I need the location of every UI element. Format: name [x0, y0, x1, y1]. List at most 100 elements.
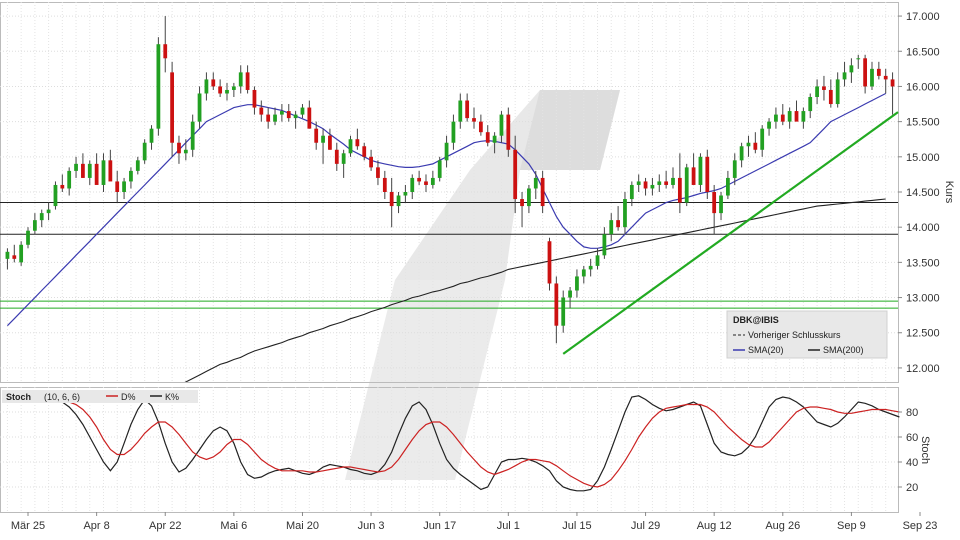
candle-body: [876, 68, 881, 76]
candle-body: [314, 128, 319, 143]
candle-body: [883, 75, 888, 80]
legend-prev-close: Vorheriger Schlusskurs: [748, 330, 841, 340]
candle-body: [321, 135, 325, 143]
candle-body: [115, 181, 120, 192]
candle-body: [746, 142, 751, 147]
candle-body: [280, 111, 284, 115]
candle-body: [492, 135, 497, 143]
x-tick-label: Mär 25: [11, 520, 45, 532]
stoch-y-axis-title: Stoch: [919, 436, 931, 464]
x-tick-label: Jun 3: [358, 520, 385, 532]
stoch-lines: [7, 395, 900, 492]
candle-body: [719, 195, 723, 214]
candle-body: [739, 146, 744, 161]
candle-body: [328, 135, 332, 150]
candle-body: [822, 86, 826, 90]
trendline-group: [562, 111, 899, 355]
candle-body: [870, 68, 874, 87]
candle-body: [753, 142, 758, 150]
candle-body: [382, 177, 387, 192]
candle-body: [108, 160, 113, 182]
stoch-k-line: [7, 395, 900, 492]
candle-body: [252, 89, 257, 108]
candle-body: [362, 146, 367, 157]
candle-body: [513, 149, 518, 200]
candle-body: [465, 100, 470, 119]
candle-body: [389, 192, 394, 207]
main-y-tick-label: 14.000: [906, 222, 940, 234]
candle-body: [142, 142, 147, 161]
axes: 12.000 12.500 13.000 13.500 14.000 14.500 15.0…: [11, 11, 940, 532]
candle-body: [623, 199, 627, 228]
trendline: [562, 111, 899, 355]
candle-body: [485, 132, 490, 143]
candle-body: [245, 72, 250, 90]
main-y-tick-label: 15.500: [906, 117, 940, 129]
x-tick-label: Jul 15: [562, 520, 591, 532]
candle-body: [677, 177, 682, 203]
watermark-logo: [345, 90, 620, 480]
candle-body: [643, 181, 648, 189]
candle-body: [190, 121, 195, 150]
candle-body: [588, 265, 593, 270]
candle-body: [238, 72, 243, 87]
main-y-axis-title: Kurs: [943, 181, 955, 204]
candle-body: [444, 142, 449, 161]
stoch-y-tick-label: 40: [906, 457, 918, 469]
candle-body: [478, 121, 483, 133]
candle-body: [636, 181, 641, 185]
stoch-legend-title[interactable]: Stoch: [6, 392, 31, 402]
candle-body: [575, 276, 579, 291]
candle-body: [211, 79, 216, 87]
candle-body: [19, 244, 24, 263]
stoch-y-tick-label: 80: [906, 407, 918, 419]
stoch-legend-k[interactable]: K%: [165, 392, 179, 402]
candle-body: [506, 114, 511, 150]
candlesticks: [5, 16, 895, 344]
x-tick-label: Mai 6: [220, 520, 247, 532]
candle-body: [129, 170, 133, 182]
candle-body: [499, 114, 504, 136]
candle-body: [396, 195, 401, 207]
candle-body: [87, 163, 92, 178]
candle-body: [259, 107, 264, 115]
main-y-tick-label: 13.500: [906, 257, 940, 269]
candle-body: [410, 177, 415, 192]
candle-body: [842, 72, 847, 80]
x-tick-label: Aug 26: [765, 520, 800, 532]
stoch-panel-frame: [0, 387, 899, 513]
candle-body: [286, 111, 291, 119]
sma200-line: [184, 198, 886, 382]
candle-body: [204, 79, 209, 94]
x-tick-label: Sep 23: [903, 520, 938, 532]
main-y-tick-label: 12.000: [906, 363, 940, 375]
stoch-legend-params: (10, 6, 6): [44, 392, 80, 402]
main-y-tick-label: 17.000: [906, 11, 940, 23]
legend-sma200[interactable]: SMA(200): [823, 345, 864, 355]
stoch-legend-box: [2, 390, 198, 403]
candle-body: [774, 114, 778, 122]
candle-body: [135, 160, 140, 171]
candle-body: [183, 149, 188, 154]
legend-sma20[interactable]: SMA(20): [748, 345, 784, 355]
legend-symbol: DBK@IBIS: [733, 315, 779, 325]
stoch-y-tick-label: 20: [906, 482, 918, 494]
candle-body: [218, 86, 223, 94]
candle-body: [609, 220, 614, 235]
candle-body: [369, 156, 373, 168]
candle-body: [12, 255, 17, 259]
candle-body: [760, 128, 765, 150]
candle-body: [293, 114, 298, 119]
candle-body: [266, 114, 271, 122]
candle-body: [890, 79, 895, 87]
candle-body: [732, 160, 737, 178]
candle-body: [417, 177, 422, 182]
stoch-legend-d[interactable]: D%: [121, 392, 136, 402]
stoch-y-tick-label: 60: [906, 432, 918, 444]
candle-body: [568, 290, 572, 298]
candle-body: [67, 170, 72, 189]
candle-body: [698, 156, 703, 185]
candle-body: [527, 188, 531, 207]
candle-body: [149, 128, 154, 143]
candle-body: [60, 184, 65, 189]
